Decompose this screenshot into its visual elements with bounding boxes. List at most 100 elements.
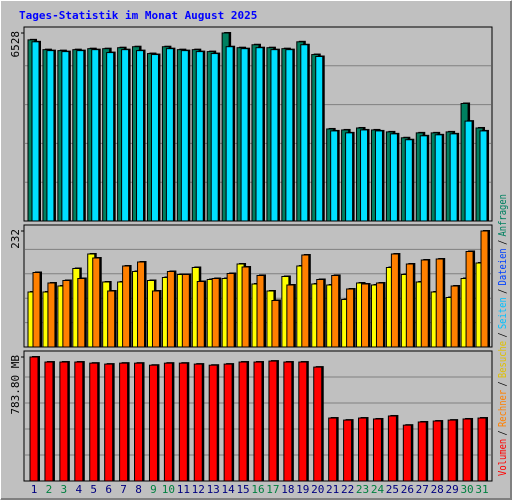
bar: [104, 363, 114, 482]
bar: [107, 290, 116, 348]
x-tick-label: 28: [431, 483, 444, 496]
bar: [44, 361, 54, 482]
bar: [31, 41, 40, 222]
bar: [223, 363, 233, 482]
bar: [238, 361, 248, 482]
bar: [372, 418, 382, 482]
bar: [91, 49, 100, 222]
x-tick-label: 2: [46, 483, 53, 496]
bar: [136, 50, 145, 222]
bar: [358, 417, 368, 482]
bar: [134, 362, 144, 482]
bar: [122, 265, 131, 348]
bar: [226, 273, 235, 348]
bar: [208, 364, 218, 482]
bar: [361, 283, 370, 348]
bar: [77, 278, 86, 348]
x-tick-label: 4: [75, 483, 82, 496]
bar: [89, 362, 99, 482]
bar: [432, 420, 442, 482]
x-tick-label: 15: [236, 483, 249, 496]
bar: [165, 48, 174, 222]
bar: [151, 290, 160, 348]
bar: [345, 132, 354, 222]
bar: [464, 120, 473, 222]
bar: [389, 133, 398, 222]
x-tick-label: 8: [135, 483, 142, 496]
legend-separator: /: [496, 381, 509, 386]
bar: [119, 362, 129, 482]
bar: [435, 258, 444, 348]
bar: [210, 53, 219, 222]
bar: [450, 285, 459, 348]
bar: [374, 130, 383, 222]
x-tick-label: 12: [192, 483, 205, 496]
bar: [390, 253, 399, 348]
bar: [477, 417, 487, 482]
x-tick-label: 3: [61, 483, 68, 496]
bar: [137, 261, 146, 348]
bar: [253, 361, 263, 482]
x-tick-label: 13: [207, 483, 220, 496]
x-tick-label: 20: [311, 483, 324, 496]
x-tick-label: 9: [150, 483, 157, 496]
x-tick-label: 29: [446, 483, 459, 496]
bar: [196, 281, 205, 348]
bar: [480, 230, 489, 348]
x-tick-label: 24: [371, 483, 385, 496]
bar: [286, 284, 295, 348]
x-tick-label: 18: [281, 483, 294, 496]
bar: [178, 362, 188, 482]
bar: [163, 362, 173, 482]
x-tick-label: 31: [475, 483, 488, 496]
bar: [462, 418, 472, 482]
x-tick-label: 1: [31, 483, 38, 496]
bar: [402, 424, 412, 482]
bar: [387, 415, 397, 482]
bar: [330, 130, 339, 222]
bar: [106, 52, 115, 222]
bar: [449, 133, 458, 222]
legend-separator: /: [496, 430, 509, 435]
x-tick-label: 22: [341, 483, 354, 496]
x-tick-label: 11: [177, 483, 190, 496]
x-tick-label: 17: [266, 483, 279, 496]
x-tick-label: 26: [401, 483, 414, 496]
bar: [211, 278, 220, 348]
bar: [434, 134, 443, 222]
legend-entry: Rechner: [496, 390, 509, 428]
x-tick-label: 30: [460, 483, 473, 496]
x-tick-label: 21: [326, 483, 339, 496]
x-tick-label: 16: [251, 483, 264, 496]
bar: [447, 419, 457, 482]
bar: [62, 280, 71, 348]
legend-separator: /: [496, 289, 509, 294]
legend-entry: Dateien: [496, 248, 509, 285]
x-tick-label: 6: [105, 483, 112, 496]
bar: [271, 300, 280, 348]
bar: [283, 361, 293, 482]
chart-title: Tages-Statistik im Monat August 2025: [19, 9, 257, 22]
y-tick-label: 6528: [9, 31, 22, 58]
bar: [331, 275, 340, 348]
bar: [180, 50, 189, 222]
bar: [193, 363, 203, 482]
x-tick-label: 27: [416, 483, 429, 496]
legend-entry: Seiten: [496, 297, 509, 329]
bar: [404, 139, 413, 222]
legend-separator: /: [496, 332, 509, 337]
x-tick-label: 7: [120, 483, 127, 496]
bar: [268, 360, 278, 482]
bar: [240, 48, 249, 222]
bar: [375, 282, 384, 348]
x-tick-label: 14: [222, 483, 236, 496]
bar: [241, 266, 250, 348]
bar: [255, 47, 264, 222]
bar: [316, 279, 325, 348]
bar: [300, 44, 309, 222]
legend-separator: /: [496, 240, 509, 245]
bar: [301, 254, 310, 348]
bar: [61, 51, 70, 222]
